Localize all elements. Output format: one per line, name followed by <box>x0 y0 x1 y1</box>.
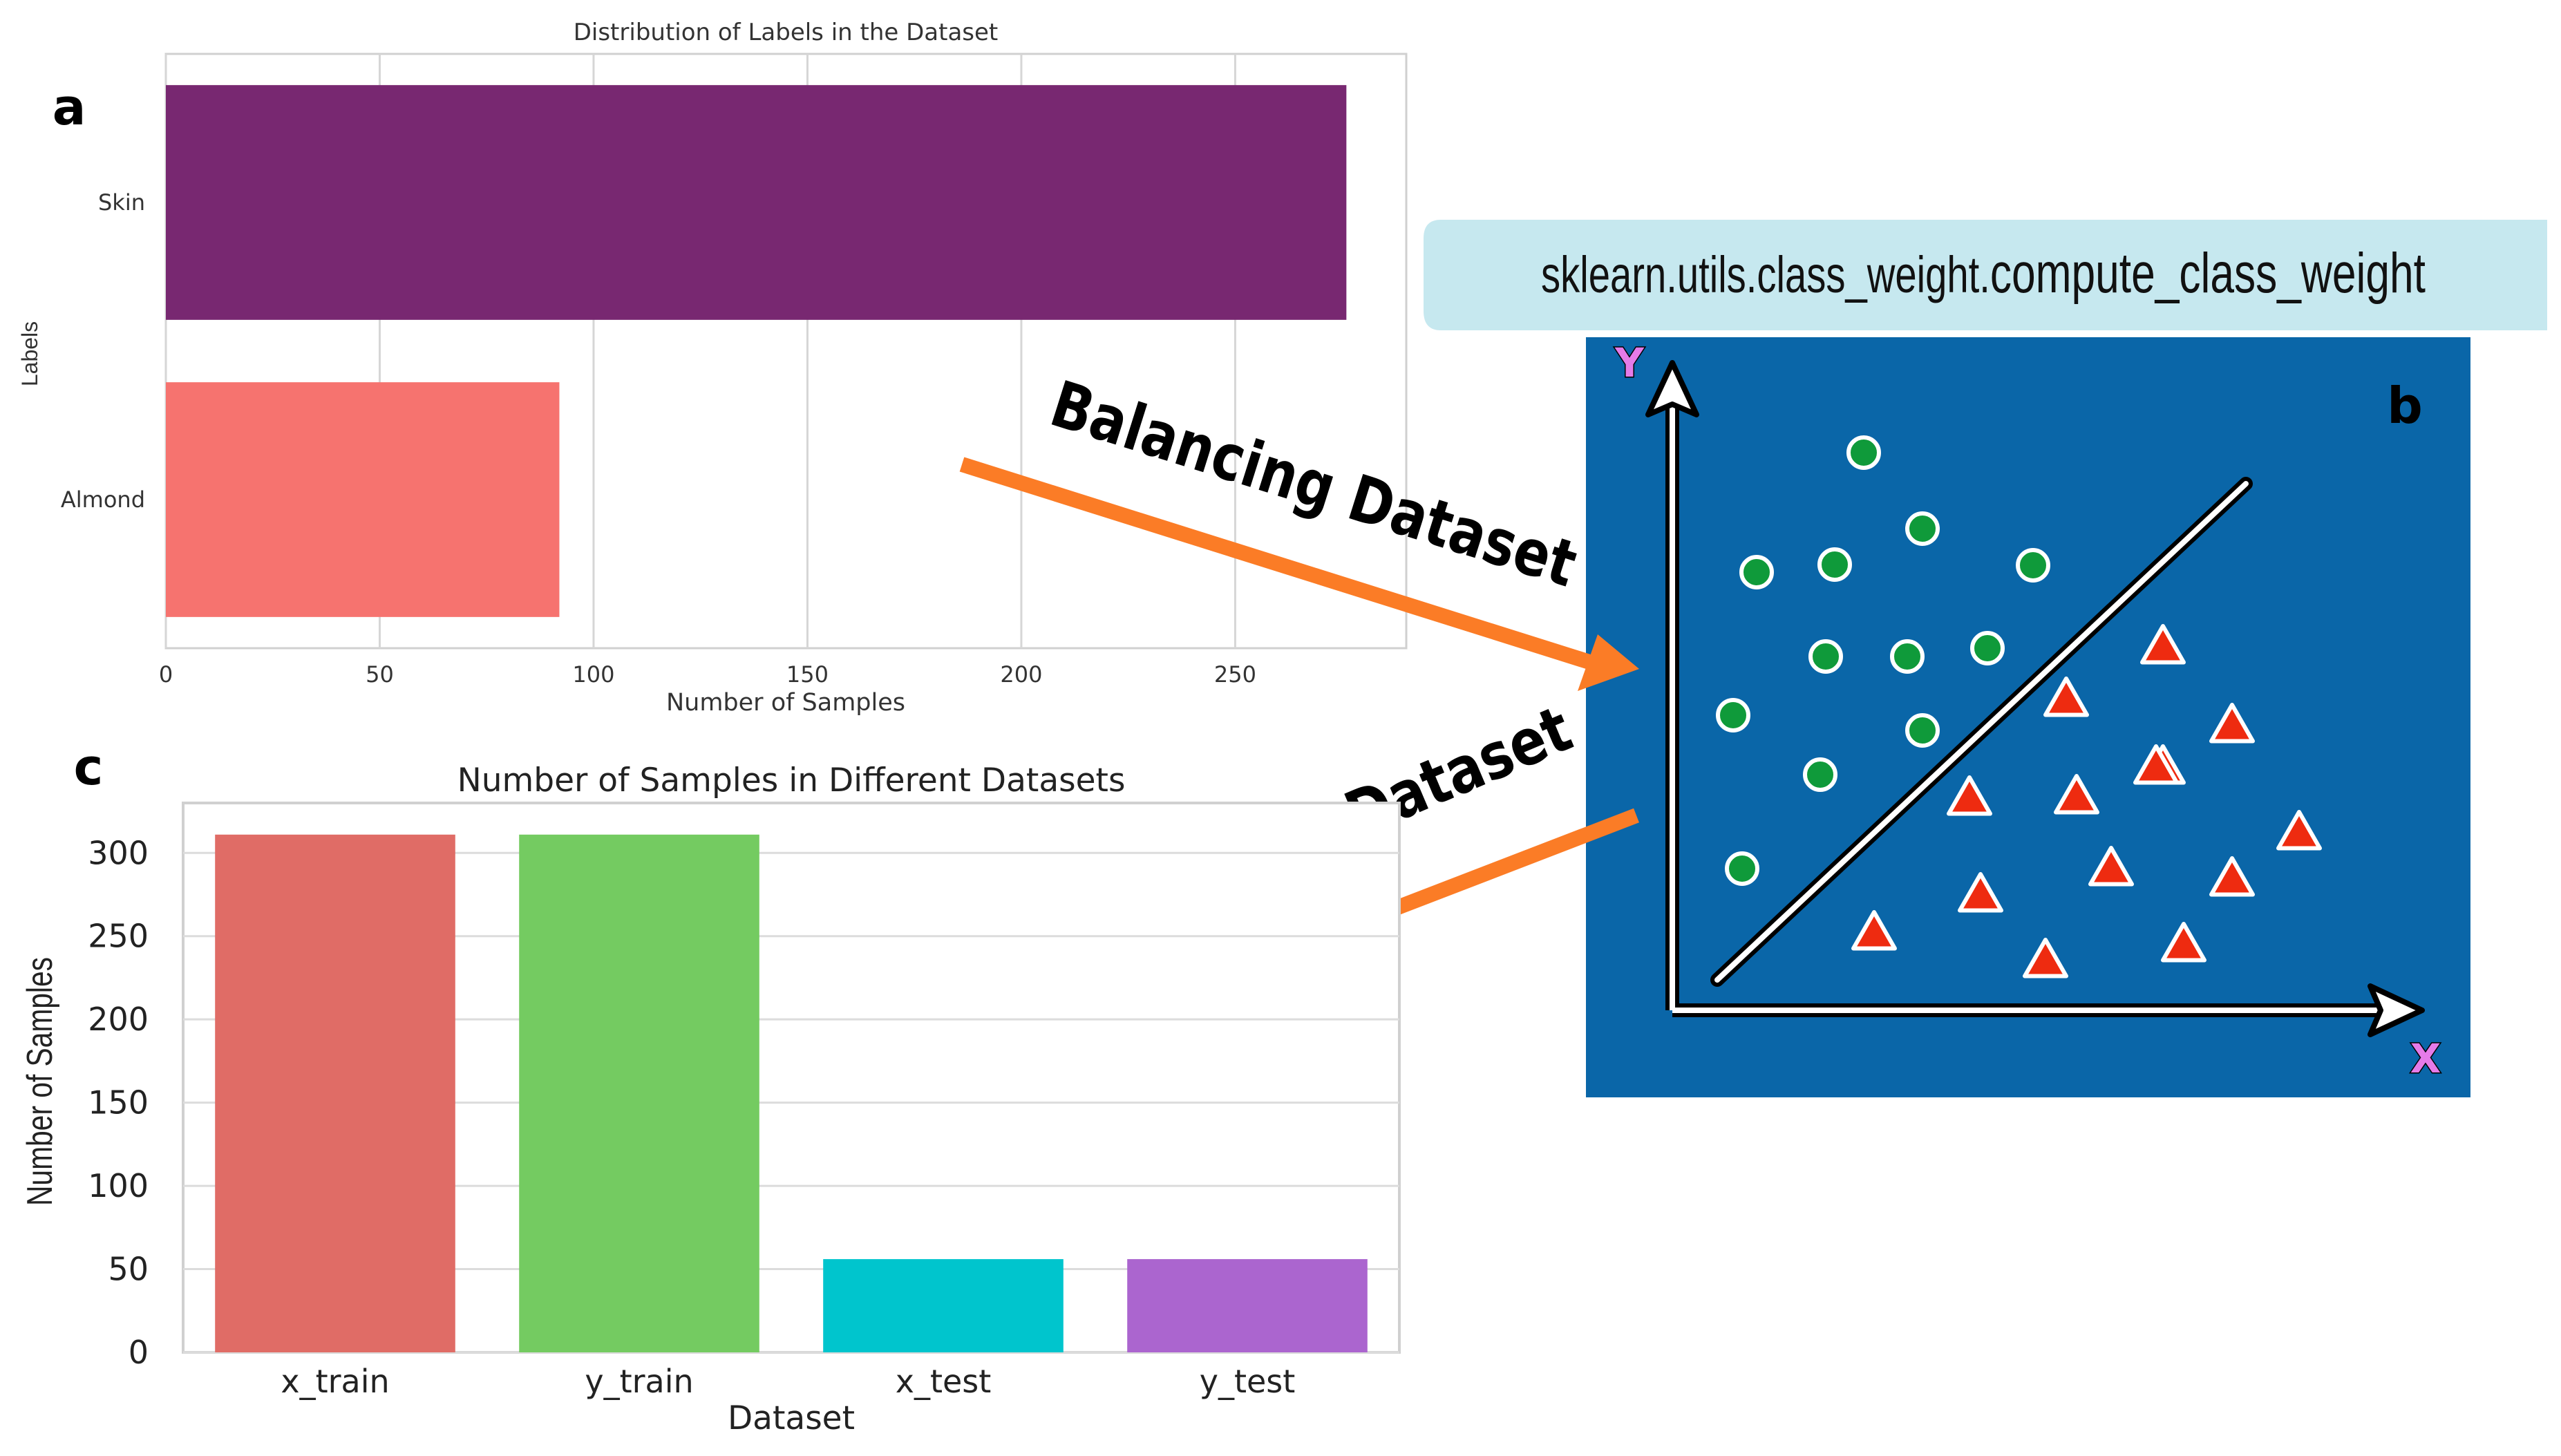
class-circle-marker <box>1890 639 1925 674</box>
class-circle-marker <box>1739 555 1774 589</box>
chart-a-xlabel: Number of Samples <box>666 689 905 717</box>
y-axis-arrowhead <box>1645 360 1699 417</box>
chart-a-xtick-label: 50 <box>366 661 394 688</box>
class-triangle-marker <box>2088 846 2134 887</box>
label-distribution-chart: 0 50 100 150 200 250 Skin Almond Distribution o… <box>17 19 1408 717</box>
diagram-x-label: X <box>2410 1035 2441 1082</box>
class-circle-marker <box>1808 639 1843 674</box>
banner-text: sklearn.utils.class_weight.compute_class… <box>1541 242 2426 305</box>
chart-c-xtick-label: x_test <box>896 1363 992 1400</box>
balancing-arrow-shaft <box>959 457 1592 670</box>
panel-label-b: b <box>2387 377 2423 435</box>
class-circle-marker <box>1846 435 1881 470</box>
chart-a-ylabel: Labels <box>17 321 42 386</box>
chart-c-xtick-label: x_train <box>281 1363 389 1400</box>
chart-a-xtick-label: 200 <box>1000 661 1042 688</box>
chart-a-ticks: 0 50 100 150 200 250 Skin Almond <box>61 189 1256 688</box>
class-triangle-marker <box>2209 856 2255 897</box>
chart-c-title: Number of Samples in Different Datasets <box>457 762 1126 800</box>
chart-c-ytick-label: 250 <box>88 918 149 955</box>
chart-c-ylabel: Number of Samples <box>20 957 60 1206</box>
class-triangle-marker <box>1851 910 1897 951</box>
chart-c-ytick-label: 50 <box>108 1251 149 1288</box>
chart-c-ticks: 0 50 100 150 200 250 300 x_train y_train x_test y_… <box>88 834 1295 1400</box>
banner-background <box>1424 220 2547 330</box>
banner-function: compute_class_weight <box>1990 242 2426 305</box>
chart-a-title: Distribution of Labels in the Dataset <box>574 19 999 46</box>
x-axis-arrowhead <box>2368 983 2425 1037</box>
chart-c-bar <box>519 834 759 1352</box>
chart-c-xlabel: Dataset <box>728 1399 855 1437</box>
chart-c-ytick-label: 200 <box>88 1001 149 1038</box>
class-triangle-marker <box>2054 774 2099 815</box>
class-circle-marker <box>1970 631 2005 665</box>
dataset-split-chart: 0 50 100 150 200 250 300 x_train y_train x_test y_… <box>20 762 1401 1437</box>
chart-a-xtick-label: 150 <box>786 661 829 688</box>
diagram-y-label: Y <box>1614 339 1645 386</box>
panel-label-a: a <box>53 78 86 136</box>
balancing-arrowhead <box>1578 634 1639 691</box>
chart-a-category-label: Skin <box>98 189 145 216</box>
chart-c-xtick-label: y_train <box>585 1363 693 1400</box>
class-triangle-marker <box>2209 703 2255 744</box>
chart-c-bars <box>215 834 1368 1352</box>
decision-boundary-line <box>1714 481 2249 983</box>
chart-c-ytick-label: 0 <box>129 1334 149 1371</box>
class-triangle-marker <box>1958 872 2003 913</box>
chart-a-bars <box>166 85 1347 617</box>
class-triangle-marker <box>2023 938 2068 978</box>
chart-a-xtick-label: 250 <box>1214 661 1256 688</box>
class-triangle-marker <box>2161 922 2206 963</box>
chart-c-xtick-label: y_test <box>1200 1363 1296 1400</box>
chart-c-ytick-label: 150 <box>88 1084 149 1122</box>
class-circles <box>1716 435 2050 886</box>
class-triangle-marker <box>2276 810 2322 851</box>
chart-a-bar <box>166 382 560 617</box>
diagram-axes <box>1645 360 2425 1037</box>
chart-a-bar <box>166 85 1347 320</box>
class-circle-marker <box>1905 511 1940 546</box>
banner-prefix: sklearn.utils.class_weight. <box>1541 246 1990 303</box>
class-triangles <box>1851 624 2322 978</box>
class-triangle-marker <box>1947 775 1992 816</box>
class-triangle-marker <box>2043 677 2089 717</box>
class-circle-marker <box>1817 547 1852 582</box>
class-weight-banner: sklearn.utils.class_weight.compute_class… <box>1424 220 2547 330</box>
class-circle-marker <box>1905 713 1940 748</box>
balancing-diagram: Y X b <box>1586 337 2470 1097</box>
chart-c-bar <box>1127 1259 1368 1352</box>
class-circle-marker <box>1716 698 1750 732</box>
class-triangle-marker <box>2133 744 2179 785</box>
class-circle-marker <box>1725 851 1759 886</box>
chart-a-category-label: Almond <box>61 486 145 513</box>
chart-a-xtick-label: 0 <box>159 661 173 688</box>
chart-a-xtick-label: 100 <box>572 661 614 688</box>
chart-c-ytick-label: 100 <box>88 1167 149 1204</box>
class-circle-marker <box>1803 757 1837 792</box>
panel-label-c: c <box>74 738 104 796</box>
class-circle-marker <box>2016 548 2050 583</box>
chart-c-bar <box>823 1259 1064 1352</box>
chart-c-ytick-label: 300 <box>88 834 149 871</box>
class-triangle-marker <box>2140 624 2186 665</box>
chart-c-bar <box>215 834 455 1352</box>
